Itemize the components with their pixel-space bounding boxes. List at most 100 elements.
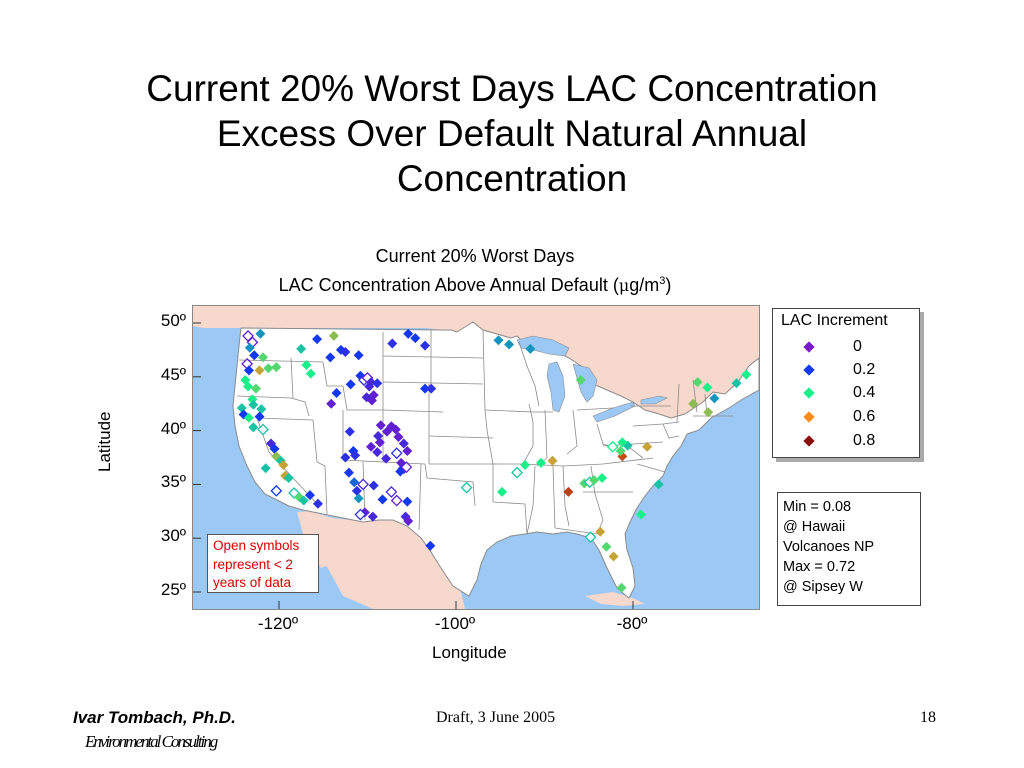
site-marker: [254, 365, 265, 376]
legend-marker-3: [803, 411, 815, 423]
site-marker: [353, 350, 364, 361]
site-marker: [368, 480, 379, 491]
site-marker: [255, 328, 266, 339]
chart-subtitle: LAC Concentration Above Annual Default (…: [190, 269, 760, 298]
site-marker: [398, 438, 409, 449]
x-tick-label: -80º: [616, 614, 648, 633]
legend-row: 0.2: [773, 361, 919, 383]
site-marker: [249, 350, 260, 361]
site-marker: [250, 383, 261, 394]
site-marker: [703, 407, 714, 418]
site-marker: [597, 472, 608, 483]
site-marker: [283, 472, 294, 483]
site-marker: [372, 378, 383, 389]
site-marker: [345, 379, 356, 390]
legend-row: 0.6: [773, 408, 919, 430]
chart-subtitle-suffix: ): [665, 275, 672, 295]
site-marker: [301, 359, 312, 370]
site-marker-open: [584, 531, 597, 544]
site-marker: [525, 343, 536, 354]
site-marker: [547, 455, 558, 466]
site-marker: [247, 394, 258, 405]
site-marker: [595, 526, 606, 537]
site-marker: [692, 377, 703, 388]
site-marker: [375, 420, 386, 431]
canada-landmass: [193, 306, 759, 418]
site-marker: [366, 377, 377, 388]
slide-title: Current 20% Worst Days LAC Concentration…: [0, 66, 1024, 201]
legend-label: 0.8: [853, 432, 876, 449]
site-marker: [653, 479, 664, 490]
site-marker: [403, 515, 414, 526]
site-marker: [497, 486, 508, 497]
stats-line-5: @ Sipsey W: [783, 579, 863, 595]
site-marker: [425, 540, 436, 551]
site-marker-open: [460, 481, 473, 494]
footer-draft-date: Draft, 3 June 2005: [436, 709, 556, 726]
site-marker: [420, 383, 431, 394]
site-marker: [504, 339, 515, 350]
site-marker: [325, 352, 336, 363]
site-marker: [608, 551, 619, 562]
site-marker-open: [400, 461, 413, 474]
site-marker: [402, 496, 413, 507]
site-marker: [366, 395, 377, 406]
site-marker: [367, 511, 378, 522]
site-marker: [741, 369, 752, 380]
site-marker: [312, 498, 323, 509]
site-marker: [635, 509, 646, 520]
site-marker-open: [385, 486, 398, 498]
footer-organization: Environmental Consulting: [85, 732, 218, 751]
site-marker: [328, 330, 339, 341]
y-tick-label: 50º: [160, 311, 186, 330]
site-marker: [294, 492, 305, 503]
stats-line-3: Volcanoes NP: [783, 539, 875, 555]
site-marker: [243, 412, 254, 423]
stats-line-1: Min = 0.08: [783, 499, 852, 515]
chart-subtitle-prefix: LAC Concentration Above Annual Default (: [278, 275, 619, 295]
site-marker: [254, 411, 265, 422]
y-tick-label: 35º: [160, 472, 186, 492]
site-marker: [520, 460, 531, 471]
site-marker: [688, 398, 699, 409]
lake-michigan: [546, 361, 566, 413]
site-marker: [366, 441, 377, 452]
legend-label: 0.6: [853, 408, 876, 425]
site-marker: [350, 450, 361, 461]
site-marker: [410, 333, 421, 344]
legend-row: 0: [773, 338, 919, 360]
site-marker-open: [257, 423, 269, 436]
site-marker: [387, 338, 398, 349]
site-marker: [298, 495, 309, 506]
mexico-landmass: [309, 511, 465, 609]
chart-title: Current 20% Worst Days LAC Concentration…: [190, 244, 760, 298]
stats-line-4: Max = 0.72: [783, 559, 856, 575]
state-boundaries: [236, 329, 733, 535]
slide-title-line-3: Concentration: [396, 158, 628, 199]
site-marker: [271, 362, 282, 373]
site-marker: [296, 343, 307, 354]
site-marker: [589, 475, 600, 486]
chart-subtitle-unit: g/m: [629, 275, 660, 295]
site-marker: [256, 404, 267, 415]
cuba-landmass: [585, 592, 645, 606]
page-number: 18: [920, 709, 936, 726]
site-marker: [351, 485, 362, 496]
site-marker: [393, 432, 404, 443]
x-tick-label: -100º: [434, 614, 476, 633]
site-marker: [340, 347, 351, 358]
note-line-1: Open symbols: [213, 538, 300, 553]
site-marker-open: [511, 466, 523, 479]
site-marker: [340, 452, 351, 463]
stats-line-2: @ Hawaii: [783, 519, 846, 535]
site-marker: [390, 424, 401, 435]
site-marker: [575, 375, 586, 386]
site-marker: [616, 582, 627, 593]
legend-label: 0.4: [853, 384, 876, 401]
chart-subtitle-sup: 3: [659, 275, 666, 287]
site-marker: [278, 460, 289, 471]
site-marker: [364, 381, 375, 392]
axis-ticks: [193, 322, 634, 609]
lake-superior: [516, 335, 570, 357]
site-marker-open: [354, 508, 367, 521]
